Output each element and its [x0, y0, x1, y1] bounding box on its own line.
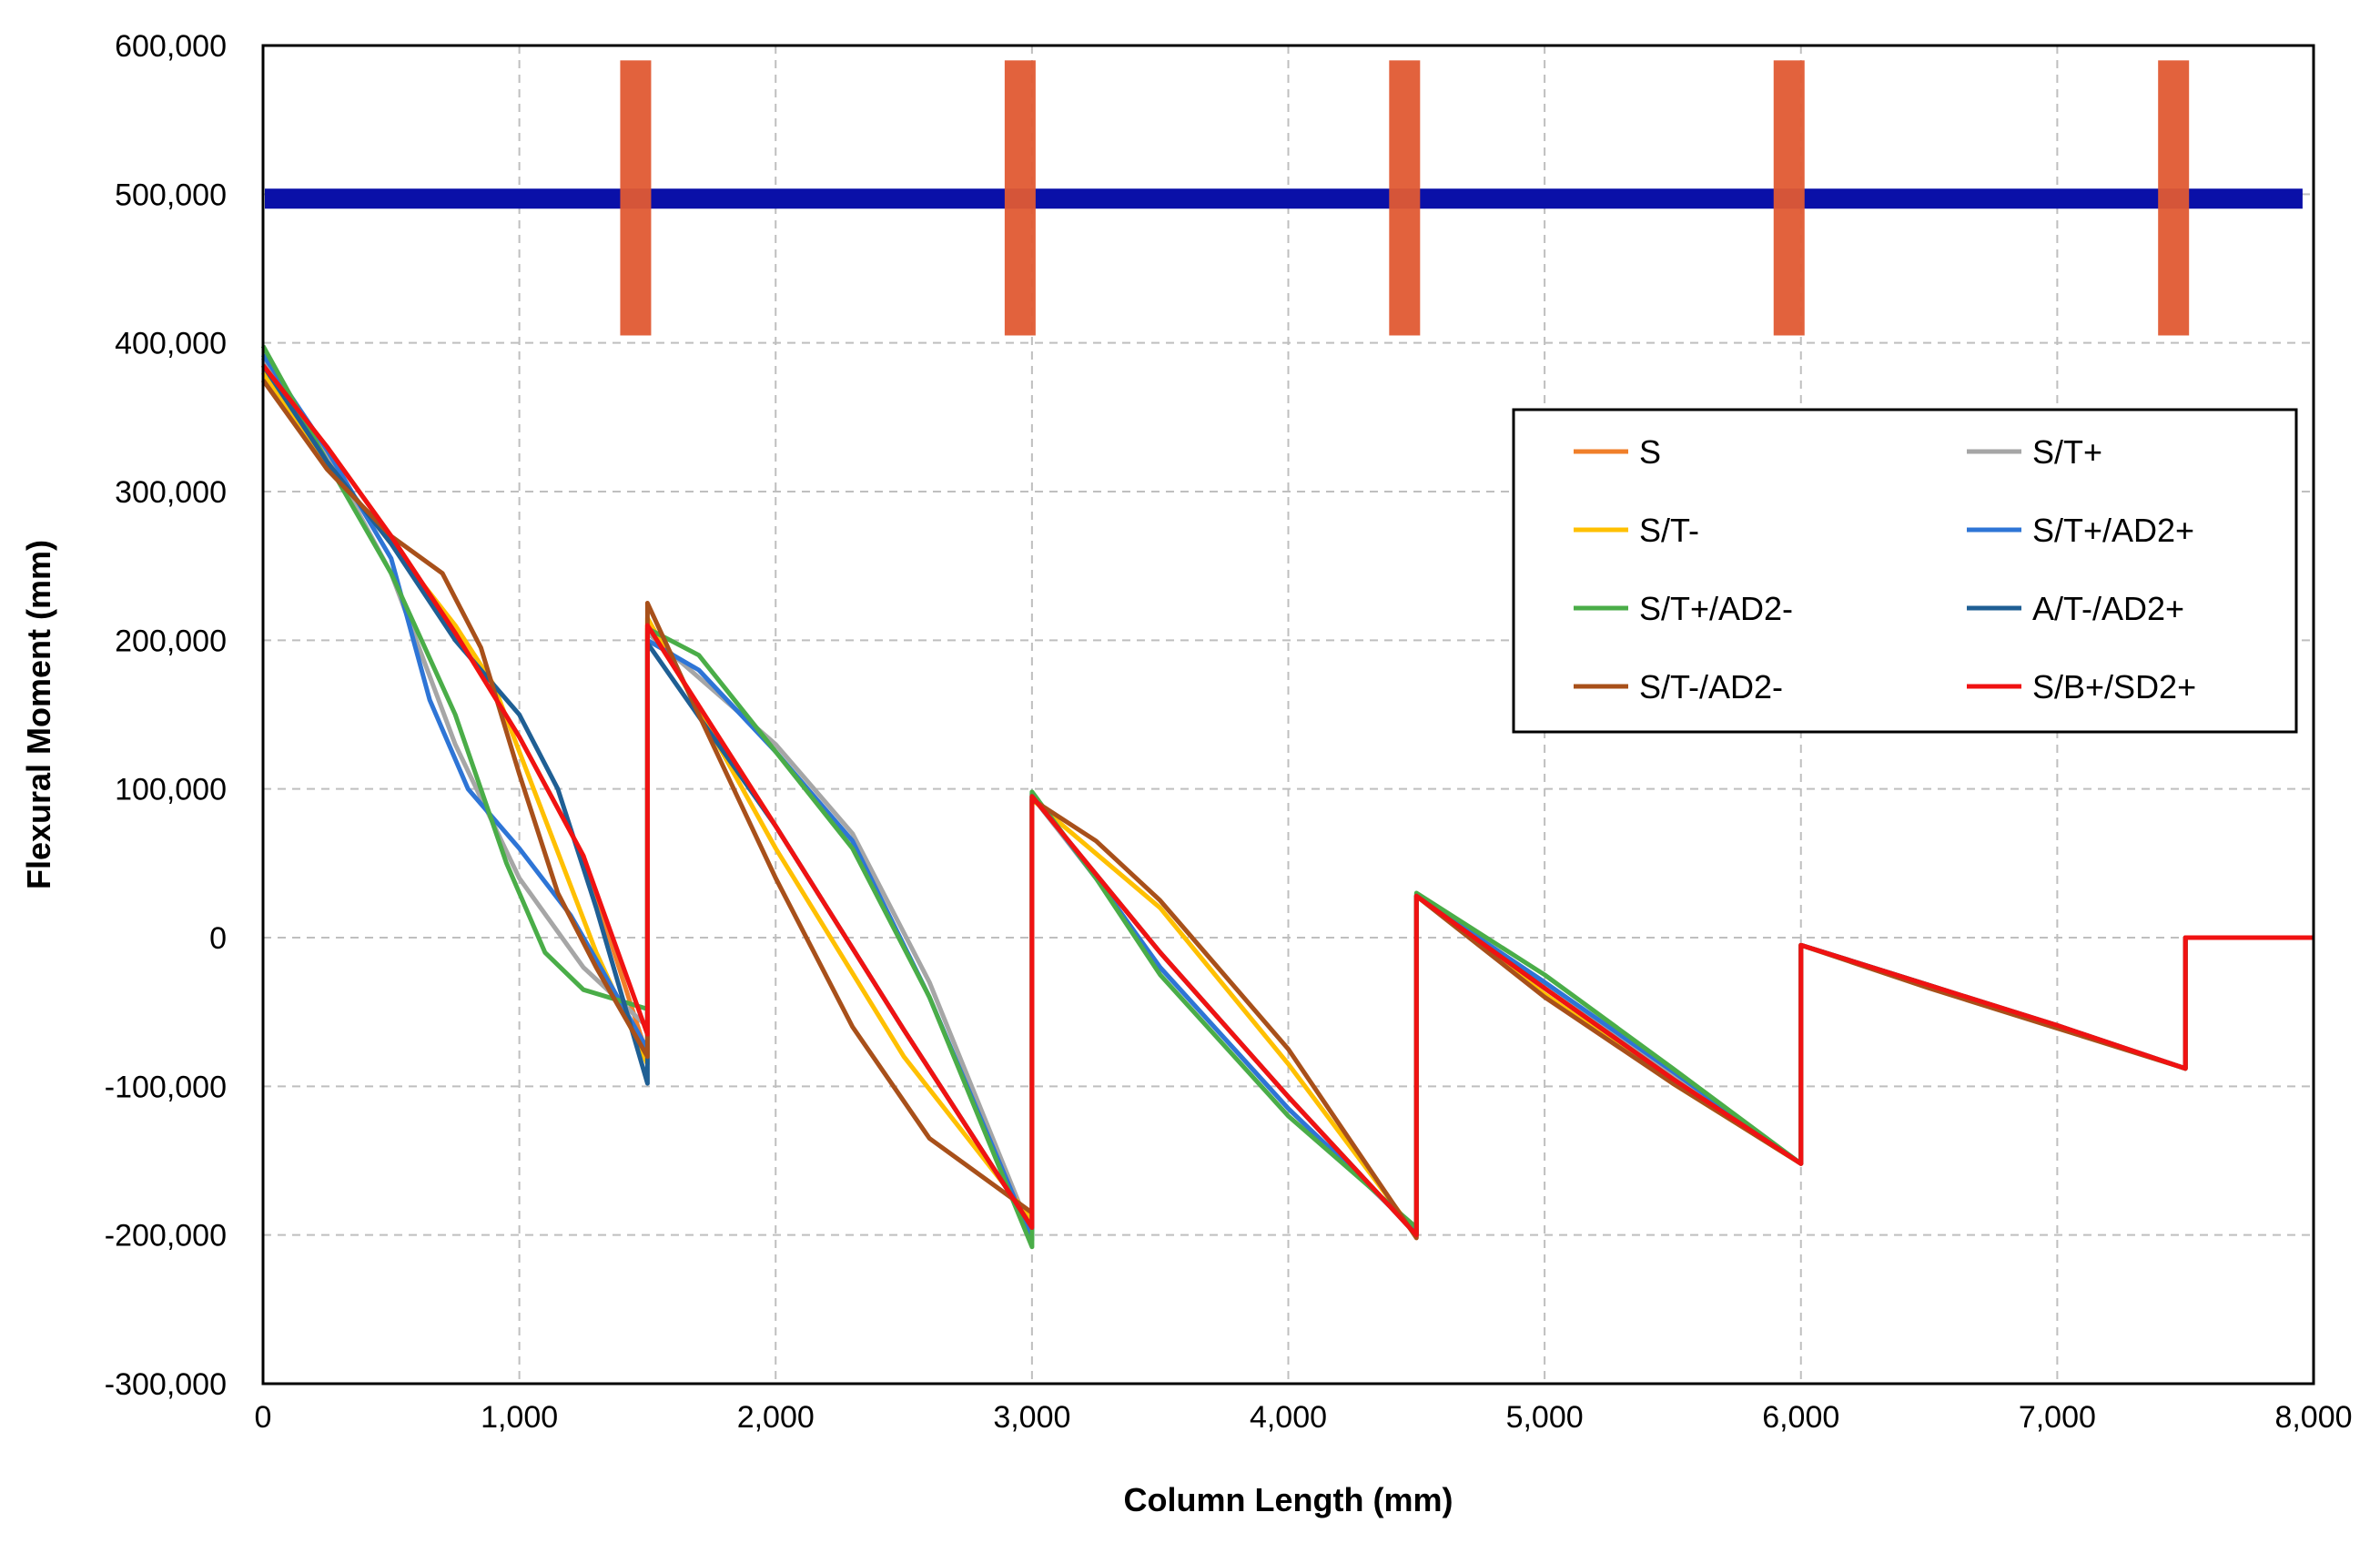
legend-label: S — [1639, 433, 1661, 471]
plot-area-frame — [261, 44, 2315, 1386]
y-tick-label: -200,000 — [105, 1219, 227, 1254]
legend-label: S/T+/AD2- — [1639, 590, 1793, 627]
y-tick-label: 400,000 — [115, 327, 227, 361]
legend-label: S/T- — [1639, 512, 1699, 549]
horizontal-band — [265, 188, 2303, 209]
legend-label: S/T+ — [2032, 433, 2102, 471]
vertical-bar-5 — [2158, 60, 2190, 336]
vertical-bar-3 — [1389, 60, 1421, 336]
vertical-bar-4 — [1773, 60, 1805, 336]
vertical-bar-2 — [1004, 60, 1036, 336]
legend-label: S/T+/AD2+ — [2032, 512, 2194, 549]
vertical-bar-1 — [620, 60, 652, 336]
series-lines — [260, 344, 2314, 1250]
x-tick-label: 5,000 — [1506, 1400, 1584, 1435]
x-tick-label: 0 — [255, 1400, 272, 1435]
y-tick-label: -100,000 — [105, 1070, 227, 1104]
y-tick-label: 0 — [209, 921, 227, 956]
x-tick-label: 8,000 — [2274, 1400, 2352, 1435]
legend-label: S/T-/AD2- — [1639, 668, 1783, 706]
y-tick-label: 500,000 — [115, 178, 227, 212]
y-axis-tick-labels: 600,000 500,000 400,000 300,000 200,000 100,0… — [105, 29, 227, 1402]
y-tick-label: -300,000 — [105, 1367, 227, 1402]
y-tick-label: 200,000 — [115, 624, 227, 658]
x-tick-label: 4,000 — [1250, 1400, 1327, 1435]
y-tick-label: 100,000 — [115, 773, 227, 807]
legend-label: S/B+/SD2+ — [2032, 668, 2196, 706]
legend-box — [1512, 408, 2298, 734]
y-axis-title: Flexural Moment (mm) — [20, 540, 57, 889]
y-tick-label: 600,000 — [115, 29, 227, 64]
x-tick-label: 6,000 — [1762, 1400, 1839, 1435]
x-tick-label: 2,000 — [737, 1400, 815, 1435]
legend: S S/T+ S/T- S/T+/AD2+ S/T+/AD2- A/T-/AD2+ S/T-… — [1512, 408, 2298, 734]
x-tick-label: 1,000 — [481, 1400, 558, 1435]
x-axis-title: Column Length (mm) — [1124, 1481, 1453, 1518]
overlay-markers — [265, 60, 2303, 336]
y-tick-label: 300,000 — [115, 475, 227, 510]
x-axis-tick-labels: 0 1,000 2,000 3,000 4,000 5,000 6,000 7,000 8,00… — [255, 1400, 2353, 1435]
series-line-8 — [261, 363, 2314, 1238]
legend-label: A/T-/AD2+ — [2032, 590, 2184, 627]
x-tick-label: 3,000 — [993, 1400, 1070, 1435]
x-tick-label: 7,000 — [2019, 1400, 2096, 1435]
